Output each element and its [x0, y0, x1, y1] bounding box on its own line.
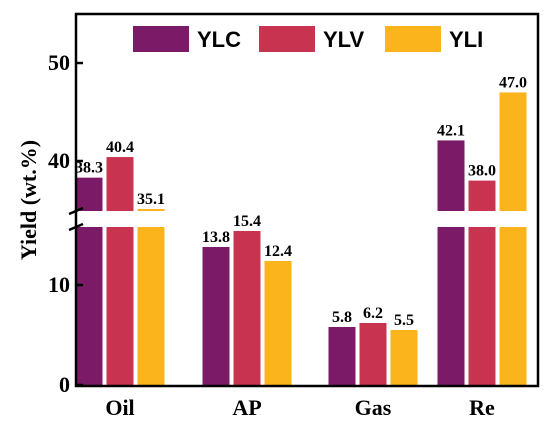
data-label-ylc-ap: 13.8 [202, 229, 230, 246]
category-label-oil: Oil [105, 395, 134, 420]
category-label-re: Re [469, 395, 495, 420]
legend-swatch-yli [385, 26, 441, 52]
legend: YLC YLV YLI [133, 26, 483, 52]
category-label-ap: AP [232, 395, 261, 420]
bar-yli-oil [137, 209, 165, 385]
bar-ylc-ap [202, 247, 230, 385]
data-label-yli-ap: 12.4 [264, 243, 292, 260]
legend-label-ylc: YLC [197, 27, 241, 52]
y-ticks: 0 10 40 50 [48, 50, 83, 397]
y-axis-title: Yield (wt.%) [16, 140, 41, 260]
y-tick-label-0: 0 [59, 372, 70, 397]
y-tick-label-40: 40 [48, 148, 70, 173]
category-label-gas: Gas [355, 395, 392, 420]
bar-yli-gas [390, 330, 418, 385]
data-label-ylv-gas: 6.2 [363, 305, 383, 322]
axis-break [68, 206, 542, 232]
legend-label-yli: YLI [449, 27, 483, 52]
bar-ylv-oil [106, 157, 134, 385]
bar-yli-re [499, 92, 527, 386]
bar-yli-ap [264, 261, 292, 385]
legend-swatch-ylc [133, 26, 189, 52]
data-label-ylv-re: 38.0 [468, 163, 496, 180]
data-labels: 38.340.4 35.1 13.815.412.4 5.8 6.2 5.5 42.1 38.… [75, 74, 527, 329]
bar-ylv-ap [233, 231, 261, 385]
bar-ylc-gas [328, 327, 356, 385]
y-tick-label-50: 50 [48, 50, 70, 75]
plot-frame [74, 12, 540, 388]
y-tick-label-10: 10 [48, 272, 70, 297]
data-label-ylv-oil: 40.4 [106, 139, 134, 156]
data-label-yli-re: 47.0 [499, 74, 527, 91]
bars-layer [75, 92, 527, 386]
bar-ylc-re [437, 140, 465, 385]
bar-ylv-gas [359, 323, 387, 385]
legend-label-ylv: YLV [323, 27, 364, 52]
data-label-yli-gas: 5.5 [394, 312, 414, 329]
data-label-ylv-ap: 15.4 [233, 213, 261, 230]
data-label-yli-oil: 35.1 [137, 191, 165, 208]
data-label-ylc-gas: 5.8 [332, 309, 352, 326]
category-labels: Oil AP Gas Re [105, 395, 495, 420]
data-label-ylc-oil: 38.3 [75, 160, 103, 177]
legend-swatch-ylv [259, 26, 315, 52]
data-label-ylc-re: 42.1 [437, 122, 465, 139]
axis-break-gap [72, 211, 542, 227]
